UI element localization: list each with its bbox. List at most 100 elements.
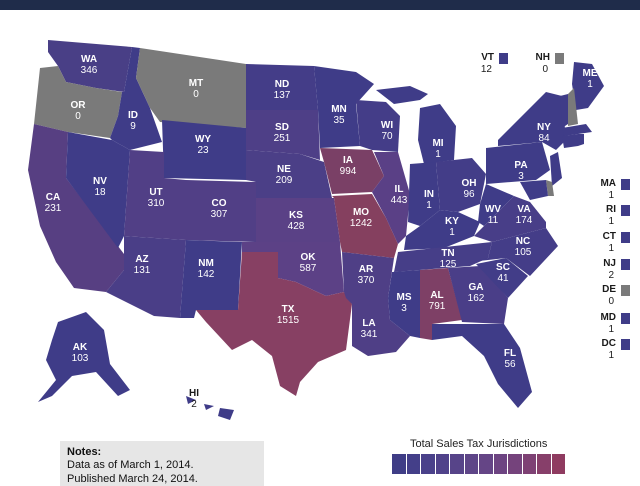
side-swatch <box>621 179 630 190</box>
state-nv[interactable] <box>66 132 130 248</box>
state-mi[interactable] <box>376 86 456 164</box>
state-mo[interactable] <box>332 194 398 258</box>
side-label-ct: CT 1 <box>590 231 630 257</box>
side-label-ma: MA 1 <box>590 178 630 204</box>
state-co[interactable] <box>186 180 256 242</box>
state-vt[interactable] <box>560 94 568 128</box>
state-value-ca: 231 <box>45 203 62 214</box>
side-label-de: DE 0 <box>590 284 630 310</box>
state-value-ga: 162 <box>468 293 485 304</box>
state-label-hi: HI <box>189 388 199 399</box>
notes-line-1: Data as of March 1, 2014. <box>67 459 194 471</box>
state-oh[interactable] <box>436 158 486 212</box>
state-hi[interactable] <box>186 396 234 420</box>
side-val: 1 <box>608 216 614 227</box>
state-label-ga: GA <box>469 282 484 293</box>
state-de[interactable] <box>546 180 554 196</box>
side-abbr: MD <box>600 312 616 323</box>
state-ny[interactable] <box>498 92 566 150</box>
side-swatch <box>621 205 630 216</box>
state-label-mo: MO <box>353 207 369 218</box>
state-or[interactable] <box>34 66 122 138</box>
state-wy[interactable] <box>162 120 246 180</box>
state-value-oh: 96 <box>463 189 475 200</box>
legend-title: Total Sales Tax Jurisdictions <box>410 438 548 450</box>
state-sc[interactable] <box>476 258 528 298</box>
corner-val: 12 <box>480 64 492 75</box>
state-value-ne: 209 <box>276 175 293 186</box>
state-ak[interactable] <box>38 312 130 402</box>
state-ca[interactable] <box>28 124 124 292</box>
state-label-mi: MI <box>432 138 443 149</box>
state-ia[interactable] <box>320 148 384 194</box>
state-label-wa: WA <box>81 54 97 65</box>
state-label-sd: SD <box>275 122 289 133</box>
state-labels: WA346OR0CA231NV18ID9MT0WY23UT310AZ131CO3… <box>45 54 598 410</box>
state-wi[interactable] <box>356 100 400 152</box>
state-ne[interactable] <box>246 150 332 198</box>
side-val: 0 <box>608 296 614 307</box>
corner-label-vt: VT 12 <box>468 52 508 78</box>
state-label-me: ME <box>583 68 598 79</box>
state-value-nv: 18 <box>94 187 106 198</box>
state-label-ak: AK <box>73 342 88 353</box>
state-value-ar: 370 <box>358 275 375 286</box>
state-value-wy: 23 <box>197 145 209 156</box>
state-ky[interactable] <box>404 210 480 250</box>
state-mn[interactable] <box>314 66 374 148</box>
state-az[interactable] <box>106 236 186 318</box>
state-md[interactable] <box>520 180 548 200</box>
state-wv[interactable] <box>478 184 514 226</box>
state-pa[interactable] <box>486 142 550 184</box>
state-value-mi: 1 <box>435 149 441 160</box>
state-al[interactable] <box>420 268 462 340</box>
state-ut[interactable] <box>124 150 186 240</box>
state-ar[interactable] <box>342 252 394 298</box>
side-val: 1 <box>608 350 614 361</box>
state-me[interactable] <box>572 62 604 110</box>
side-val: 1 <box>608 324 614 335</box>
state-nh[interactable] <box>568 88 578 126</box>
state-label-in: IN <box>424 189 434 200</box>
side-label-nj: NJ 2 <box>590 258 630 284</box>
state-nd[interactable] <box>246 64 318 110</box>
state-ks[interactable] <box>256 198 340 242</box>
state-la[interactable] <box>346 298 410 356</box>
state-wa[interactable] <box>48 40 132 92</box>
state-nm[interactable] <box>180 240 242 318</box>
state-ms[interactable] <box>388 270 420 338</box>
state-tx[interactable] <box>196 252 352 396</box>
state-va[interactable] <box>474 196 546 242</box>
state-value-tn: 125 <box>440 259 457 270</box>
state-ri[interactable] <box>578 134 584 146</box>
state-value-az: 131 <box>134 265 151 276</box>
state-label-ny: NY <box>537 122 551 133</box>
state-label-il: IL <box>395 184 404 195</box>
state-tn[interactable] <box>394 242 492 272</box>
side-val: 2 <box>608 270 614 281</box>
state-fl[interactable] <box>432 324 532 408</box>
state-sd[interactable] <box>246 110 320 160</box>
legend-swatch <box>537 454 552 474</box>
state-value-hi: 2 <box>191 399 197 410</box>
legend-swatch <box>406 454 421 474</box>
state-ok[interactable] <box>242 242 344 296</box>
state-nj[interactable] <box>550 152 562 186</box>
state-value-va: 174 <box>516 215 533 226</box>
side-swatch <box>621 313 630 324</box>
legend-swatch <box>464 454 479 474</box>
side-val: 1 <box>608 243 614 254</box>
corner-abbr: NH <box>535 52 550 63</box>
state-in[interactable] <box>408 162 440 226</box>
state-mt[interactable] <box>136 48 246 128</box>
state-il[interactable] <box>372 152 410 244</box>
state-id[interactable] <box>110 47 162 150</box>
state-ct[interactable] <box>562 134 578 148</box>
state-nc[interactable] <box>470 228 558 276</box>
side-abbr: CT <box>602 231 616 242</box>
notes-line-2: Published March 24, 2014. <box>67 473 198 485</box>
state-ma[interactable] <box>562 124 592 136</box>
corner-swatch <box>555 53 564 64</box>
state-label-co: CO <box>212 198 227 209</box>
state-ga[interactable] <box>448 266 508 324</box>
